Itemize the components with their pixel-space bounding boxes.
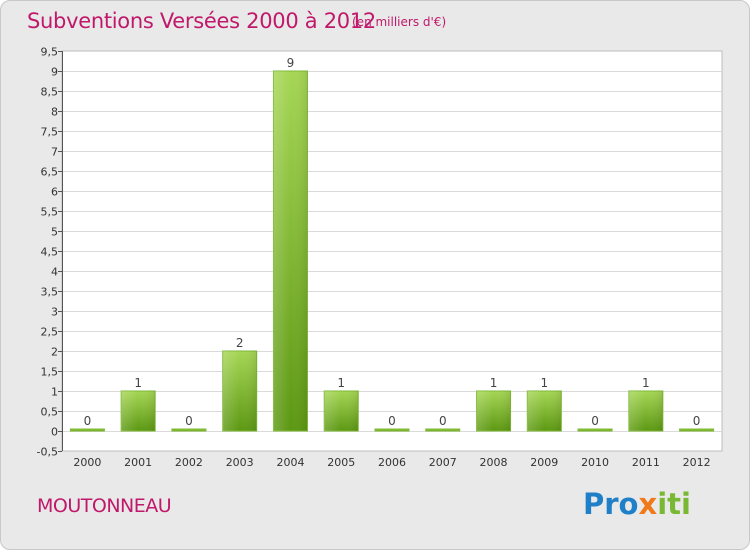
bar [374,428,410,432]
bar [323,390,359,432]
bar-fill [679,428,715,432]
y-tick-label: 0,5 [41,406,59,419]
x-tick-label: 2005 [327,456,355,469]
x-tick-label: 2000 [73,456,101,469]
bar [577,428,613,432]
y-tick-label: 1 [51,386,58,399]
bar-fill [171,428,207,432]
bar [222,350,258,432]
data-label: 1 [540,376,548,390]
bar [272,70,308,432]
data-label: 0 [185,414,193,428]
bar-shade [476,391,511,431]
bar-shade [273,71,308,431]
data-label: 1 [134,376,142,390]
x-tick-label: 2010 [581,456,609,469]
bar-shade [527,391,562,431]
y-tick-label: 7,5 [41,126,59,139]
data-labels: 0 1 0 2 9 1 0 0 1 1 0 1 0 [84,56,701,428]
y-tick-label: 4,5 [41,246,59,259]
x-tick-label: 2007 [429,456,457,469]
data-label: 2 [236,336,244,350]
bar-fill [374,428,410,432]
proxiti-logo: Proxiti [583,487,691,521]
bar-fill [69,428,105,432]
bar [679,428,715,432]
y-tick-label: 2 [51,346,58,359]
y-axis: -0,5 0 0,5 1 1,5 2 2,5 3 3,5 4 4,5 5 5,5 6 6,5 7 7,5 8 8,5… [37,46,63,459]
data-label: 0 [388,414,396,428]
bar [526,390,562,432]
y-tick-label: 1,5 [41,366,59,379]
bar-shade [324,391,359,431]
commune-name: MOUTONNEAU [37,495,172,517]
bar-shade [121,391,156,431]
x-tick-label: 2002 [175,456,203,469]
logo-part-2: x [638,487,658,521]
y-tick-label: 7 [51,146,58,159]
y-tick-label: 6,5 [41,166,59,179]
chart-subtitle: (en milliers d'€) [352,15,447,29]
x-tick-label: 2001 [124,456,152,469]
data-label: 0 [84,414,92,428]
bar [69,428,105,432]
x-tick-label: 2008 [480,456,508,469]
y-tick-label: -0,5 [37,446,58,459]
y-tick-label: 9,5 [41,46,59,59]
y-tick-label: 5 [51,226,58,239]
bar-fill [425,428,461,432]
grid-lines [62,71,722,432]
y-tick-label: 8,5 [41,86,59,99]
y-tick-label: 3 [51,306,58,319]
x-tick-label: 2012 [683,456,711,469]
bar [425,428,461,432]
data-label: 0 [693,414,701,428]
bars [69,70,715,432]
x-tick-label: 2011 [632,456,660,469]
y-tick-label: 2,5 [41,326,59,339]
y-tick-label: 9 [51,66,58,79]
y-tick-label: 8 [51,106,58,119]
data-label: 1 [337,376,345,390]
x-tick-label: 2009 [530,456,558,469]
y-tick-label: 6 [51,186,58,199]
x-axis: 2000 2001 2002 2003 2004 2005 2006 2007 2008 2009… [73,456,710,469]
bar [628,390,664,432]
bar-fill [577,428,613,432]
y-tick-label: 5,5 [41,206,59,219]
bar [476,390,512,432]
data-label: 9 [287,56,295,70]
y-tick-label: 3,5 [41,286,59,299]
x-tick-label: 2004 [276,456,304,469]
y-tick-label: 0 [51,426,58,439]
x-tick-label: 2006 [378,456,406,469]
x-tick-label: 2003 [226,456,254,469]
logo-part-3: iti [657,487,691,521]
data-label: 0 [439,414,447,428]
data-label: 0 [591,414,599,428]
chart-title: Subventions Versées 2000 à 2012 [27,9,376,33]
data-label: 1 [490,376,498,390]
bar [171,428,207,432]
bar-shade [628,391,663,431]
data-label: 1 [642,376,650,390]
bar-shade [222,351,257,431]
logo-part-1: Pro [583,487,639,521]
y-tick-label: 4 [51,266,58,279]
bar [120,390,156,432]
